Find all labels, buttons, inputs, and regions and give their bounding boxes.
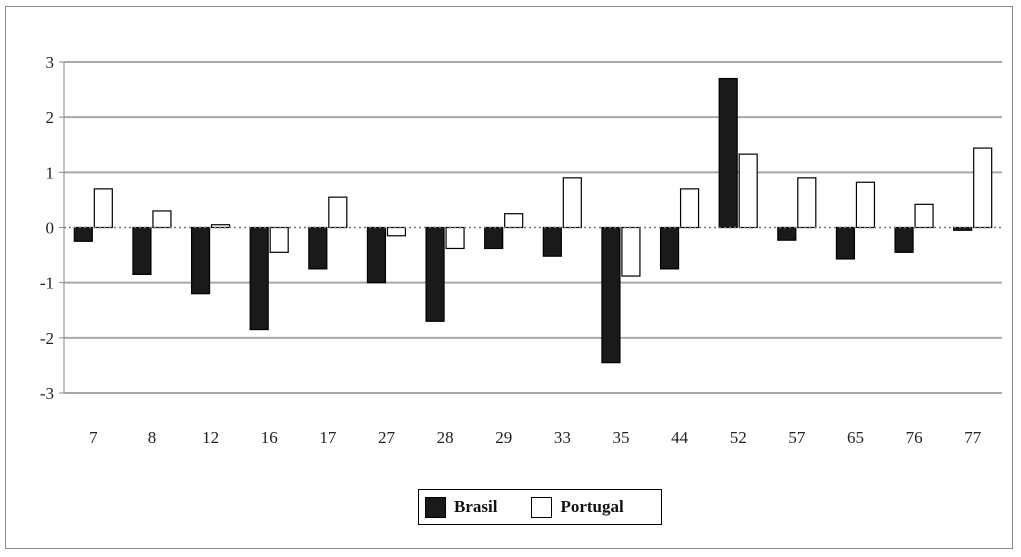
- x-tick-label: 12: [202, 428, 219, 447]
- y-tick-labels: 3 2 1 0 -1 -2 -3: [40, 53, 54, 403]
- x-tick-label: 57: [788, 428, 806, 447]
- legend-swatch-brasil: [425, 496, 446, 518]
- bar-portugal-27: [386, 226, 407, 237]
- gridlines: [64, 61, 1002, 394]
- bar-brasil-33: [542, 226, 562, 257]
- y-tick-label: -1: [40, 274, 54, 293]
- y-tick-label: 3: [46, 53, 55, 72]
- chart-frame: [5, 6, 1013, 549]
- bar-portugal-77: [973, 147, 993, 229]
- x-tick-labels: 7 8 12 16 17 27 28 29 33 35 44 52 57 65 76 77: [89, 428, 982, 447]
- bar-brasil-52: [718, 77, 738, 229]
- y-tick-label: -3: [40, 384, 54, 403]
- bar-brasil-12: [190, 226, 211, 295]
- bar-portugal-16: [269, 226, 289, 253]
- bar-portugal-44: [679, 188, 700, 229]
- bar-brasil-17: [308, 226, 328, 270]
- bar-portugal-17: [328, 196, 348, 229]
- bar-brasil-16: [249, 226, 269, 331]
- x-tick-label: 76: [906, 428, 923, 447]
- legend: Brasil Portugal: [418, 489, 662, 525]
- bar-brasil-76: [894, 226, 914, 253]
- x-tick-label: 28: [437, 428, 454, 447]
- axes: [59, 61, 65, 394]
- y-tick-label: 2: [46, 108, 55, 127]
- x-tick-label: 29: [495, 428, 512, 447]
- bar-portugal-76: [914, 203, 934, 229]
- bar-brasil-7: [73, 226, 93, 242]
- bar-brasil-44: [659, 226, 680, 270]
- bar-portugal-57: [797, 177, 817, 229]
- x-tick-label: 8: [148, 428, 157, 447]
- bar-portugal-33: [562, 177, 582, 229]
- bar-portugal-52: [738, 153, 758, 229]
- bar-brasil-8: [132, 226, 152, 275]
- legend-label-portugal: Portugal: [560, 497, 624, 516]
- bar-portugal-28: [445, 226, 465, 250]
- bar-portugal-8: [152, 210, 172, 229]
- bars: [64, 77, 1002, 364]
- y-tick-label: -2: [40, 329, 54, 348]
- legend-swatch-portugal: [531, 496, 553, 518]
- bar-brasil-27: [366, 226, 387, 284]
- x-tick-label: 77: [964, 428, 982, 447]
- bar-brasil-35: [601, 226, 621, 364]
- bar-portugal-35: [621, 226, 641, 277]
- x-tick-label: 33: [554, 428, 571, 447]
- legend-item-brasil: Brasil: [425, 496, 498, 518]
- x-tick-label: 52: [730, 428, 747, 447]
- x-tick-label: 7: [89, 428, 98, 447]
- x-tick-label: 17: [319, 428, 337, 447]
- x-tick-label: 44: [671, 428, 689, 447]
- x-tick-label: 16: [261, 428, 278, 447]
- x-tick-label: 35: [612, 428, 629, 447]
- x-tick-label: 65: [847, 428, 864, 447]
- y-tick-label: 1: [46, 163, 55, 182]
- legend-label-brasil: Brasil: [454, 497, 498, 516]
- bar-brasil-65: [835, 226, 856, 260]
- bar-brasil-29: [484, 226, 504, 250]
- bar-brasil-28: [425, 226, 445, 322]
- legend-item-portugal: Portugal: [531, 496, 624, 518]
- bar-brasil-77: [953, 226, 973, 231]
- bar-portugal-29: [504, 213, 524, 229]
- bar-portugal-7: [93, 188, 113, 229]
- x-tick-label: 27: [378, 428, 396, 447]
- bar-brasil-57: [777, 226, 797, 241]
- y-tick-label: 0: [46, 219, 55, 238]
- bar-portugal-65: [855, 181, 876, 229]
